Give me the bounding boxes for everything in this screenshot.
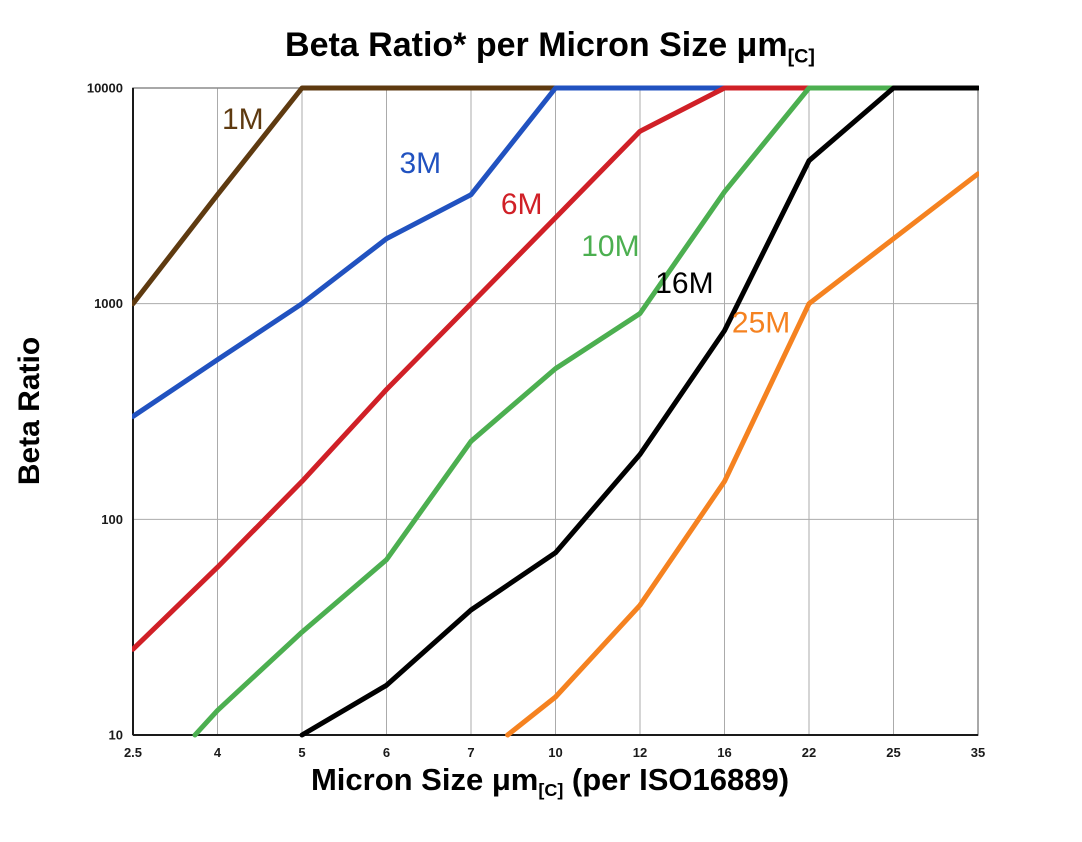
x-tick-label: 7 [467, 745, 474, 760]
x-tick-label: 12 [633, 745, 647, 760]
series-label-16M: 16M [655, 267, 713, 300]
x-tick-label: 35 [971, 745, 985, 760]
x-tick-label: 5 [298, 745, 305, 760]
series-line-16M [299, 85, 979, 738]
x-tick-label: 25 [886, 745, 900, 760]
x-axis-label-suffix: (per ISO16889) [563, 762, 790, 797]
series-label-6M: 6M [501, 188, 543, 221]
x-tick-label: 10 [548, 745, 562, 760]
x-tick-label: 16 [717, 745, 731, 760]
chart-title: Beta Ratio* per Micron Size μm[C] [120, 26, 980, 68]
x-tick-label: 22 [802, 745, 816, 760]
y-tick-label: 10000 [87, 81, 123, 96]
series-line-6M [132, 85, 979, 652]
y-tick-label: 1000 [94, 296, 123, 311]
series-line-3M [132, 85, 979, 419]
y-tick-label: 100 [101, 512, 123, 527]
series-label-25M: 25M [732, 306, 790, 339]
x-axis-label: Micron Size μm[C] (per ISO16889) [120, 762, 980, 801]
y-tick-label: 10 [109, 728, 123, 743]
chart-title-subscript: [C] [787, 45, 815, 68]
series-label-3M: 3M [399, 147, 441, 180]
series-line-10M [192, 85, 979, 738]
x-tick-label: 4 [214, 745, 222, 760]
series-label-10M: 10M [581, 230, 639, 263]
series-line-25M [505, 171, 979, 738]
x-tick-label: 2.5 [124, 745, 142, 760]
x-axis-label-text: Micron Size μm [310, 762, 539, 797]
chart-title-text: Beta Ratio* per Micron Size μm [285, 26, 788, 64]
x-axis-label-subscript: [C] [538, 779, 564, 800]
x-tick-label: 6 [383, 745, 390, 760]
series-label-1M: 1M [222, 103, 264, 136]
